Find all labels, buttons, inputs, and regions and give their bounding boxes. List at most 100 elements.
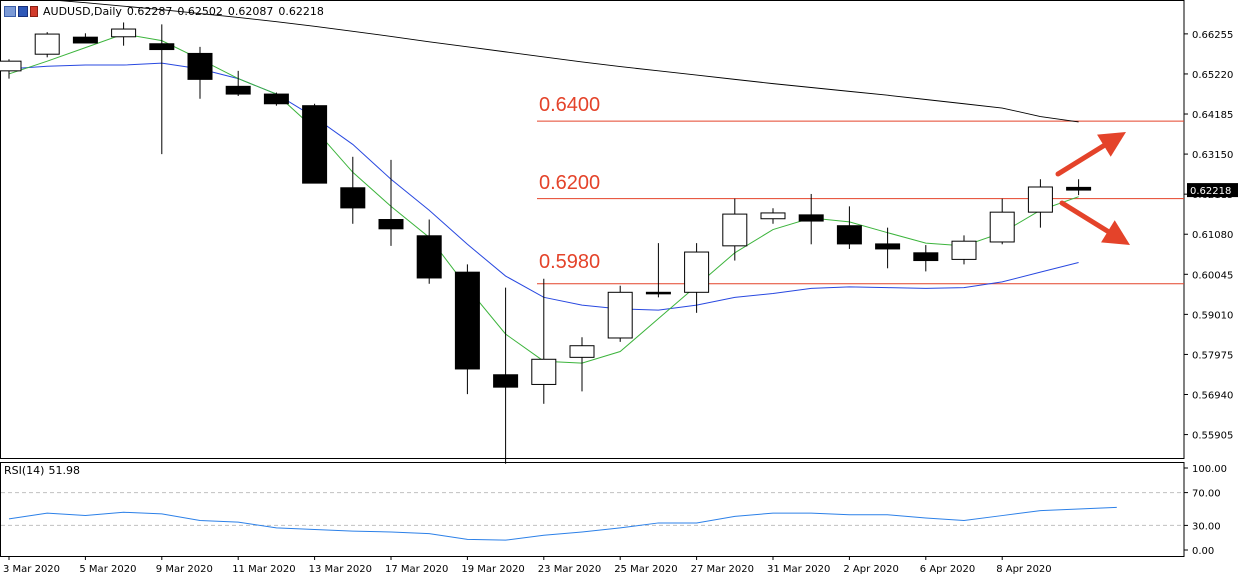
rsi-tick-label: 0.00 <box>1192 546 1214 557</box>
candle <box>607 285 633 342</box>
close-value: 0.62218 <box>278 4 324 18</box>
candle-body <box>1027 186 1053 213</box>
candle <box>72 33 98 44</box>
candle <box>989 198 1015 245</box>
date-label: 9 Mar 2020 <box>156 564 213 575</box>
candle <box>1066 179 1092 196</box>
candle-body <box>0 60 22 72</box>
candle-body <box>569 345 595 358</box>
arrow-down-icon-shaft <box>1059 200 1111 234</box>
rsi-name: RSI(14) <box>4 464 45 477</box>
rsi-tick-label: 100.00 <box>1192 464 1227 475</box>
candle-body <box>378 219 404 230</box>
indicator-icon[interactable] <box>30 5 38 17</box>
high-value: 0.62502 <box>177 4 223 18</box>
candle-body <box>187 52 213 80</box>
candle-body <box>1066 186 1092 191</box>
candle-body <box>798 214 824 222</box>
candle <box>225 70 251 97</box>
candle <box>760 208 786 224</box>
rsi-line <box>8 506 1117 541</box>
arrow-up-icon <box>1055 132 1126 177</box>
candle-body <box>531 358 557 385</box>
price-tick-label: 0.66255 <box>1192 30 1233 41</box>
candle <box>1027 179 1053 228</box>
chart-header: AUDUSD,Daily 0.62287 0.62502 0.62087 0.6… <box>4 3 329 19</box>
level-label-0640: 0.6400 <box>539 94 601 116</box>
candle <box>0 59 22 79</box>
price-tick-label: 0.65220 <box>1192 70 1233 81</box>
candle-body <box>225 85 251 95</box>
candle-body <box>149 43 175 51</box>
price-tick-label: 0.63150 <box>1192 150 1233 161</box>
candle <box>722 198 748 261</box>
level-label-0620: 0.6200 <box>539 172 601 194</box>
candle <box>951 235 977 265</box>
candle-body <box>760 212 786 220</box>
rsi-header: RSI(14) 51.98 <box>4 464 84 477</box>
date-label: 23 Mar 2020 <box>538 564 601 575</box>
price-tick-label: 0.61080 <box>1192 230 1233 241</box>
candle-body <box>684 251 710 293</box>
date-label: 25 Mar 2020 <box>614 564 677 575</box>
candle <box>187 46 213 99</box>
arrow-up-icon-shaft <box>1055 143 1107 177</box>
candle <box>416 219 442 284</box>
candle <box>493 287 519 464</box>
candle-body <box>34 33 60 55</box>
candle-body <box>111 28 137 38</box>
candle-body <box>836 225 862 245</box>
candle <box>645 243 671 298</box>
level-label-05980: 0.5980 <box>539 251 601 273</box>
price-panel-frame <box>0 0 1185 459</box>
candle-body <box>913 252 939 262</box>
candle-body <box>875 243 901 250</box>
candle <box>34 32 60 58</box>
candle <box>531 278 557 404</box>
date-label: 13 Mar 2020 <box>309 564 372 575</box>
date-label: 8 Apr 2020 <box>996 564 1051 575</box>
candle-body <box>416 235 442 279</box>
candle-body <box>302 105 328 184</box>
chart-type-icon[interactable] <box>18 5 28 17</box>
date-label: 5 Mar 2020 <box>79 564 136 575</box>
date-label: 6 Apr 2020 <box>920 564 975 575</box>
candle <box>340 156 366 224</box>
open-value: 0.62287 <box>126 4 173 18</box>
candle <box>836 206 862 249</box>
symbol-label: AUDUSD,Daily <box>43 4 122 18</box>
candle <box>454 264 480 395</box>
date-label: 17 Mar 2020 <box>385 564 448 575</box>
candle-body <box>263 93 289 105</box>
candle <box>378 159 404 246</box>
candle-body <box>454 271 480 370</box>
date-label: 11 Mar 2020 <box>232 564 295 575</box>
current-price-label: 0.62218 <box>1190 186 1231 197</box>
candle-body <box>951 240 977 260</box>
candle-body <box>645 291 671 295</box>
candle <box>263 92 289 106</box>
price-tick-label: 0.64185 <box>1192 110 1233 121</box>
date-label: 19 Mar 2020 <box>461 564 524 575</box>
rsi-tick-label: 70.00 <box>1192 489 1221 500</box>
chart-window-icon[interactable] <box>4 5 16 17</box>
price-tick-label: 0.56940 <box>1192 391 1233 402</box>
date-label: 27 Mar 2020 <box>691 564 754 575</box>
date-label: 3 Mar 2020 <box>3 564 60 575</box>
candle-body <box>607 291 633 339</box>
date-label: 31 Mar 2020 <box>767 564 830 575</box>
arrow-down-icon <box>1059 200 1130 245</box>
candle-body <box>340 187 366 209</box>
rsi-value: 51.98 <box>48 464 80 477</box>
candle-body <box>493 374 519 388</box>
candle <box>111 22 137 46</box>
low-value: 0.62087 <box>227 4 274 18</box>
candle <box>684 243 710 313</box>
arrow-up-icon-head <box>1097 132 1126 157</box>
rsi-tick-label: 30.00 <box>1192 521 1221 532</box>
current-price-box <box>1187 183 1238 198</box>
ma-slow-line <box>46 0 1079 123</box>
arrow-down-icon-head <box>1101 220 1130 245</box>
price-tick-label: 0.55905 <box>1192 431 1233 442</box>
